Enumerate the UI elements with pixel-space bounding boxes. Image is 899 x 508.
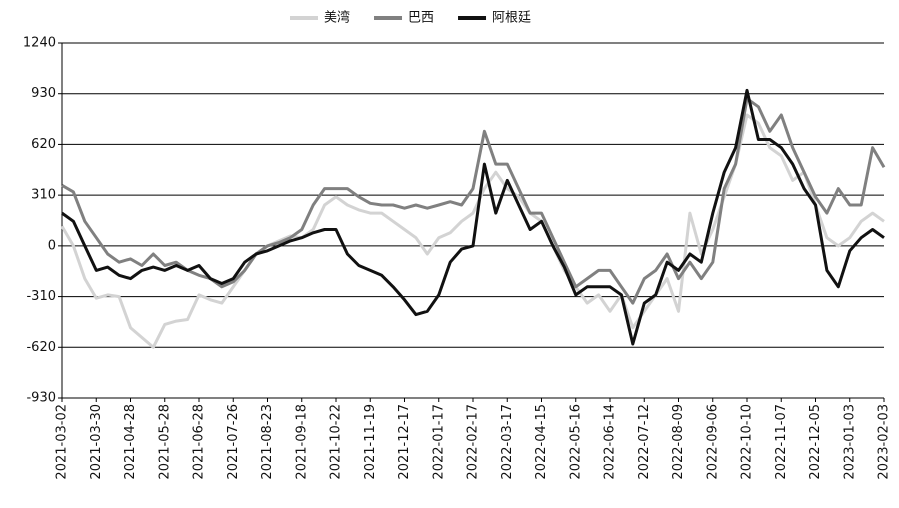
x-tick-label: 2021-10-22 (329, 404, 344, 480)
x-tick-label: 2023-02-03 (877, 404, 892, 480)
series-line (61, 97, 886, 305)
x-tick-label: 2021-07-26 (226, 404, 241, 480)
x-tick-label: 2022-09-06 (705, 404, 720, 480)
x-tick-label: 2021-04-28 (123, 404, 138, 480)
x-tick-label: 2022-03-17 (500, 404, 515, 480)
y-tick-label: 1240 (23, 36, 56, 51)
x-tick-label: 2022-02-17 (466, 404, 481, 480)
series-line (60, 113, 885, 349)
x-tick-label: 2021-03-02 (55, 404, 70, 480)
x-tick-label: 2022-08-09 (671, 404, 686, 480)
legend: 美湾 巴西 阿根廷 (290, 10, 531, 26)
x-tick-label: 2022-05-16 (568, 404, 583, 480)
y-tick-label: -620 (26, 340, 56, 355)
x-tick-label: 2022-11-07 (774, 404, 789, 480)
x-tick-label: 2022-07-12 (637, 404, 652, 480)
legend-label: 阿根廷 (492, 11, 531, 26)
x-tick-label: 2022-01-17 (431, 404, 446, 480)
y-tick-label: 620 (31, 137, 56, 152)
x-tick-label: 2021-09-18 (294, 404, 309, 480)
x-tick-label: 2022-10-10 (740, 404, 755, 480)
x-tick-label: 2021-03-30 (89, 404, 104, 480)
x-tick-label: 2022-04-15 (534, 404, 549, 480)
y-tick-label: -930 (26, 391, 56, 406)
y-tick-label: 0 (48, 238, 56, 253)
x-tick-label: 2021-08-23 (260, 404, 275, 480)
x-tick-label: 2021-11-19 (363, 404, 378, 480)
y-tick-label: 930 (31, 86, 56, 101)
x-tick-label: 2022-06-14 (603, 404, 618, 480)
series-line (61, 88, 885, 346)
legend-label: 美湾 (324, 10, 350, 26)
x-tick-label: 2021-06-28 (192, 404, 207, 480)
legend-label: 巴西 (408, 11, 434, 26)
x-tick-label: 2023-01-03 (842, 404, 857, 480)
x-tick-label: 2022-12-05 (808, 404, 823, 480)
x-tick-label: 2021-12-17 (397, 404, 412, 480)
y-tick-label: 310 (31, 188, 56, 203)
x-tick-label: 2021-05-28 (157, 404, 172, 480)
y-tick-label: -310 (26, 289, 56, 304)
